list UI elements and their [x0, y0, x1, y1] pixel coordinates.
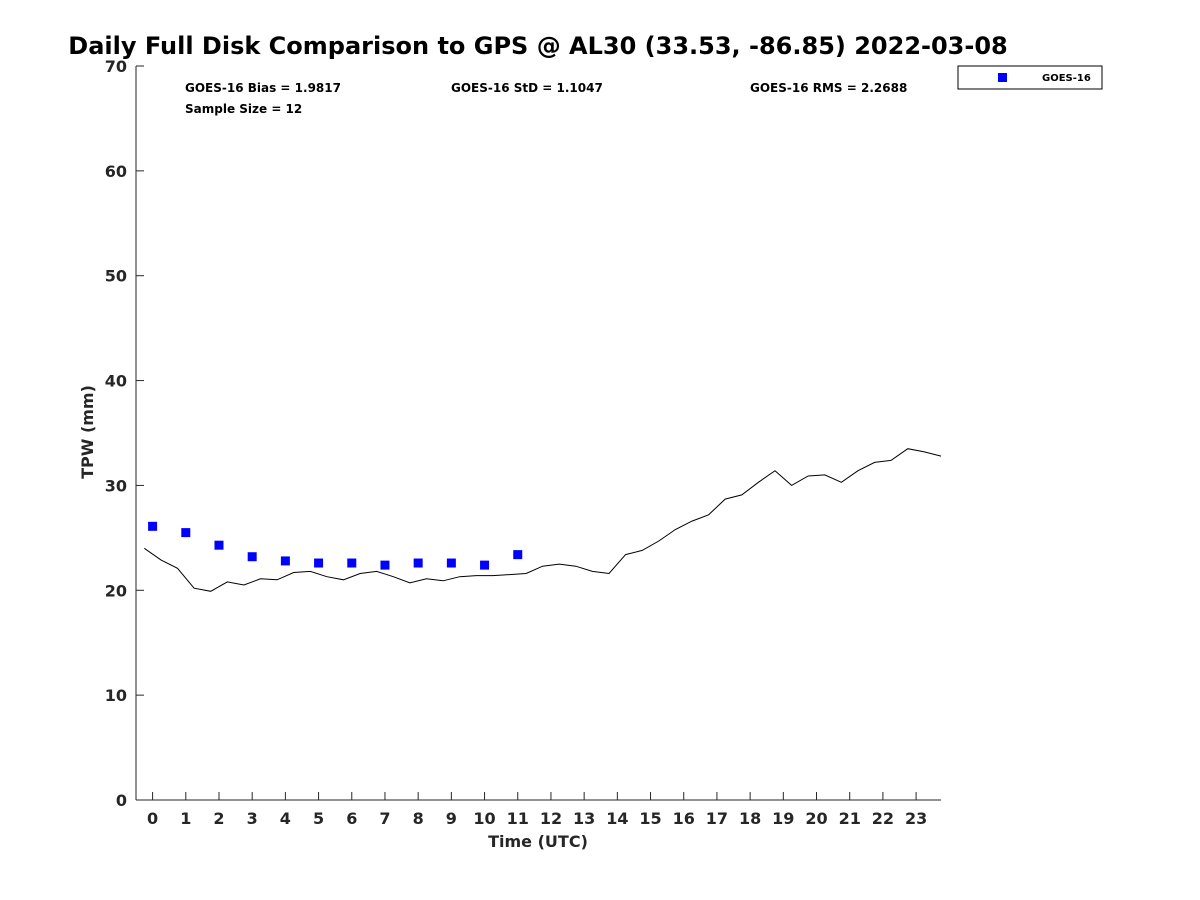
goes16-point — [314, 558, 324, 568]
goes16-point — [280, 556, 290, 566]
x-tick-label: 16 — [673, 809, 695, 828]
stat-rms: GOES-16 RMS = 2.2688 — [750, 81, 907, 95]
x-tick-label: 6 — [346, 809, 357, 828]
y-tick-label: 60 — [105, 162, 127, 181]
x-tick-label: 9 — [446, 809, 457, 828]
x-tick-label: 13 — [573, 809, 595, 828]
gps-tpw-line — [144, 448, 942, 592]
goes16-point — [413, 558, 423, 568]
legend-label-goes16: GOES-16 — [1042, 73, 1091, 84]
y-tick-label: 10 — [105, 686, 127, 705]
stat-bias: GOES-16 Bias = 1.9817 — [185, 81, 341, 95]
goes16-point — [513, 550, 523, 560]
x-tick-label: 20 — [805, 809, 827, 828]
x-tick-label: 21 — [839, 809, 861, 828]
goes16-point — [380, 560, 390, 570]
x-tick-label: 7 — [379, 809, 390, 828]
x-tick-label: 10 — [473, 809, 495, 828]
x-tick-label: 23 — [905, 809, 927, 828]
y-tick-label: 20 — [105, 581, 127, 600]
legend-marker-goes16 — [998, 73, 1007, 82]
x-axis-label: Time (UTC) — [488, 832, 588, 851]
y-tick-label: 30 — [105, 476, 127, 495]
x-tick-label: 18 — [739, 809, 761, 828]
goes16-point — [446, 558, 456, 568]
stat-sample-size: Sample Size = 12 — [185, 102, 302, 116]
x-tick-label: 19 — [772, 809, 794, 828]
x-tick-label: 11 — [507, 809, 529, 828]
x-tick-label: 3 — [247, 809, 258, 828]
chart-title: Daily Full Disk Comparison to GPS @ AL30… — [68, 32, 1007, 60]
legend-box — [957, 65, 1103, 90]
y-tick-label: 40 — [105, 372, 127, 391]
x-tick-label: 8 — [413, 809, 424, 828]
x-tick-label: 1 — [180, 809, 191, 828]
goes16-point — [181, 528, 191, 538]
x-tick-label: 15 — [639, 809, 661, 828]
x-tick-label: 2 — [213, 809, 224, 828]
goes16-point — [214, 540, 224, 550]
goes16-point — [480, 560, 490, 570]
x-tick-label: 22 — [872, 809, 894, 828]
x-tick-label: 5 — [313, 809, 324, 828]
y-tick-label: 0 — [116, 791, 127, 810]
x-tick-label: 4 — [280, 809, 291, 828]
stat-std: GOES-16 StD = 1.1047 — [451, 81, 603, 95]
legend: GOES-16 — [957, 65, 1103, 90]
x-tick-label: 17 — [706, 809, 728, 828]
stats-annotations: GOES-16 Bias = 1.9817 GOES-16 StD = 1.10… — [185, 81, 907, 116]
goes16-point — [347, 558, 357, 568]
y-axis-label: TPW (mm) — [78, 385, 97, 479]
y-tick-label: 50 — [105, 267, 127, 286]
x-tick-label: 12 — [540, 809, 562, 828]
y-tick-label: 70 — [105, 57, 127, 76]
x-tick-label: 14 — [606, 809, 628, 828]
x-tick-label: 0 — [147, 809, 158, 828]
goes16-point — [148, 521, 158, 531]
goes16-point — [247, 552, 257, 562]
